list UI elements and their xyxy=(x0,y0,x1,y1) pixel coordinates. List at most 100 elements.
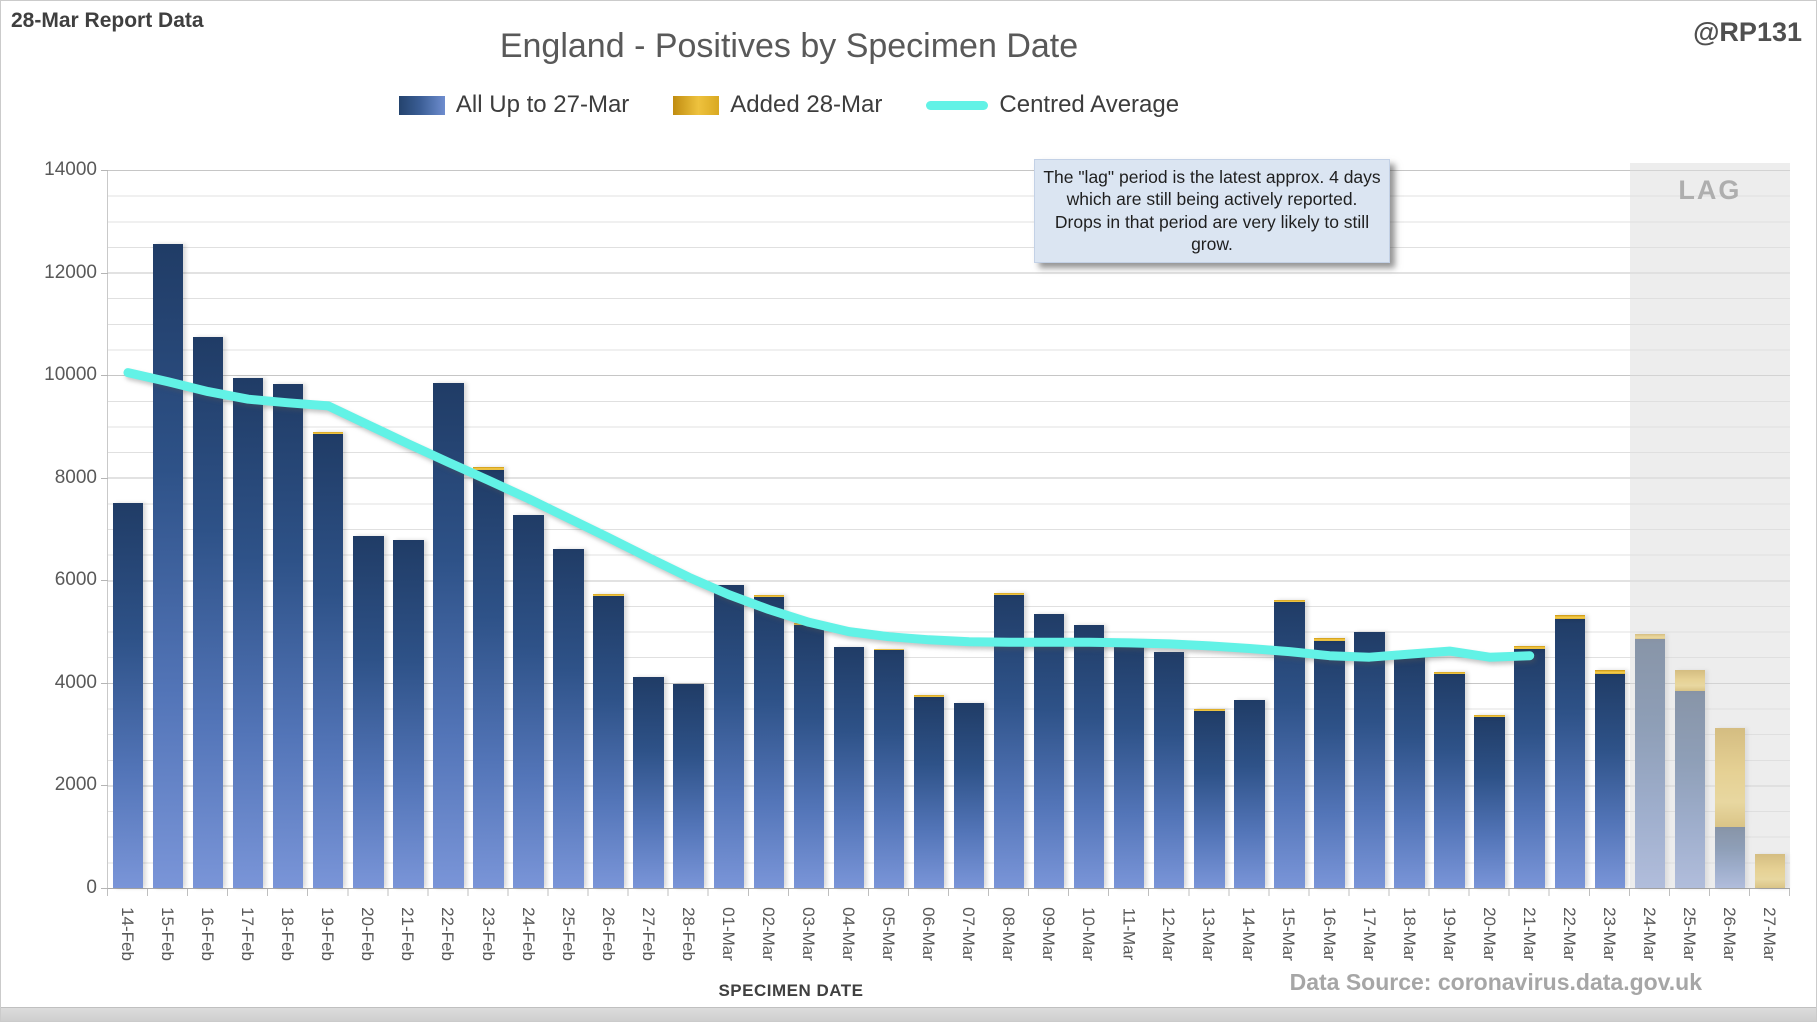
bar-segment-gold xyxy=(753,595,784,598)
horizontal-scrollbar[interactable] xyxy=(1,1007,1816,1021)
title-wrap: England - Positives by Specimen Date xyxy=(1,27,1577,66)
x-tick-label: 16-Mar xyxy=(1319,907,1339,961)
x-tick-09-Mar: 09-Mar xyxy=(1028,897,1068,983)
x-tick-label: 26-Feb xyxy=(598,907,618,961)
bar-segment-blue xyxy=(633,677,664,888)
x-tick-label: 17-Feb xyxy=(238,907,258,961)
x-tick-label: 07-Mar xyxy=(959,907,979,961)
bar-segment-blue xyxy=(1554,619,1585,888)
bar-23-Feb xyxy=(473,170,504,888)
x-tick-26-Mar: 26-Mar xyxy=(1709,897,1749,983)
bar-segment-gold xyxy=(473,467,504,471)
x-tick-23-Feb: 23-Feb xyxy=(467,897,507,983)
bar-slot-03-Mar xyxy=(789,170,829,888)
x-tick-26-Feb: 26-Feb xyxy=(588,897,628,983)
x-tick-label: 12-Mar xyxy=(1159,907,1179,961)
bar-01-Mar xyxy=(713,170,744,888)
x-tick-label: 16-Feb xyxy=(198,907,218,961)
bar-segment-blue xyxy=(272,383,304,888)
bar-15-Feb xyxy=(152,170,184,888)
bar-slot-07-Mar xyxy=(949,170,989,888)
x-tick-01-Mar: 01-Mar xyxy=(708,897,748,983)
x-tick-label: 25-Mar xyxy=(1679,907,1699,961)
bar-12-Mar xyxy=(1154,170,1185,888)
bar-18-Mar xyxy=(1394,170,1425,888)
bar-segment-blue xyxy=(1394,656,1425,888)
bar-segment-blue xyxy=(433,382,464,888)
x-tick-label: 24-Mar xyxy=(1639,907,1659,961)
x-tick-15-Feb: 15-Feb xyxy=(147,897,187,983)
bar-segment-blue xyxy=(152,244,184,888)
x-tick-label: 28-Feb xyxy=(678,907,698,961)
x-tick-06-Mar: 06-Mar xyxy=(908,897,948,983)
bar-slot-23-Mar xyxy=(1590,170,1630,888)
x-tick-03-Mar: 03-Mar xyxy=(788,897,828,983)
bar-slot-04-Mar xyxy=(829,170,869,888)
bar-segment-gold xyxy=(993,592,1025,595)
bar-segment-gold xyxy=(1394,655,1425,657)
bar-22-Mar xyxy=(1554,170,1585,888)
x-tick-08-Mar: 08-Mar xyxy=(988,897,1028,983)
y-tick-mark xyxy=(101,375,108,377)
bar-slot-25-Feb xyxy=(549,170,589,888)
x-tick-label: 24-Feb xyxy=(518,907,538,961)
legend-item-all-up-to: All Up to 27-Mar xyxy=(398,91,630,119)
bar-slot-14-Mar xyxy=(1229,170,1269,888)
x-tick-02-Mar: 02-Mar xyxy=(748,897,788,983)
bar-slot-09-Mar xyxy=(1029,170,1069,888)
bar-slot-02-Mar xyxy=(749,170,789,888)
bar-segment-gold xyxy=(913,695,945,698)
bar-segment-gold xyxy=(1514,645,1545,650)
bar-24-Feb xyxy=(513,170,544,888)
x-tick-27-Mar: 27-Mar xyxy=(1749,897,1789,983)
bar-segment-gold xyxy=(1314,637,1345,641)
x-tick-label: 01-Mar xyxy=(718,907,738,961)
x-tick-17-Feb: 17-Feb xyxy=(227,897,267,983)
x-tick-16-Feb: 16-Feb xyxy=(187,897,227,983)
bar-slot-20-Feb xyxy=(348,170,388,888)
bar-segment-blue xyxy=(1154,651,1185,888)
x-tick-14-Mar: 14-Mar xyxy=(1228,897,1268,983)
bar-segment-blue xyxy=(1474,716,1505,888)
x-tick-18-Feb: 18-Feb xyxy=(267,897,307,983)
x-tick-label: 15-Mar xyxy=(1279,907,1299,961)
x-tick-10-Mar: 10-Mar xyxy=(1068,897,1108,983)
x-tick-25-Feb: 25-Feb xyxy=(548,897,588,983)
bar-slot-14-Feb xyxy=(108,170,148,888)
bar-segment-blue xyxy=(192,336,224,888)
bar-slot-19-Mar xyxy=(1430,170,1470,888)
bar-segment-blue xyxy=(1514,649,1545,888)
legend-label: All Up to 27-Mar xyxy=(455,91,630,118)
x-tick-label: 10-Mar xyxy=(1079,907,1099,961)
bar-segment-blue xyxy=(473,470,504,888)
x-tick-label: 19-Mar xyxy=(1439,907,1459,961)
x-tick-label: 21-Feb xyxy=(398,907,418,961)
legend-item-added: Added 28-Mar xyxy=(673,91,882,119)
bar-segment-blue xyxy=(393,540,424,888)
x-tick-13-Mar: 13-Mar xyxy=(1188,897,1228,983)
y-tick-label: 6000 xyxy=(54,569,97,591)
bar-segment-gold xyxy=(313,432,344,434)
lag-region-band: LAG xyxy=(1629,163,1790,888)
x-tick-label: 20-Feb xyxy=(358,907,378,961)
y-tick-label: 8000 xyxy=(54,466,97,488)
data-source-label: Data Source: coronavirus.data.gov.uk xyxy=(1289,969,1702,995)
bar-segment-blue xyxy=(232,377,264,888)
bar-slot-24-Feb xyxy=(508,170,548,888)
legend-label: Added 28-Mar xyxy=(730,91,883,118)
x-tick-21-Feb: 21-Feb xyxy=(387,897,427,983)
bar-slot-15-Mar xyxy=(1269,170,1309,888)
x-tick-label: 08-Mar xyxy=(999,907,1019,961)
bar-06-Mar xyxy=(913,170,945,888)
x-tick-label: 21-Mar xyxy=(1519,907,1539,961)
bar-slot-17-Feb xyxy=(228,170,268,888)
y-tick-label: 2000 xyxy=(54,774,97,796)
bar-19-Feb xyxy=(313,170,344,888)
bar-20-Mar xyxy=(1474,170,1505,888)
x-axis-title: SPECIMEN DATE xyxy=(718,981,864,1000)
bar-segment-gold xyxy=(1434,671,1465,675)
bar-slot-05-Mar xyxy=(869,170,909,888)
bar-slot-10-Mar xyxy=(1069,170,1109,888)
bar-slot-21-Mar xyxy=(1510,170,1550,888)
